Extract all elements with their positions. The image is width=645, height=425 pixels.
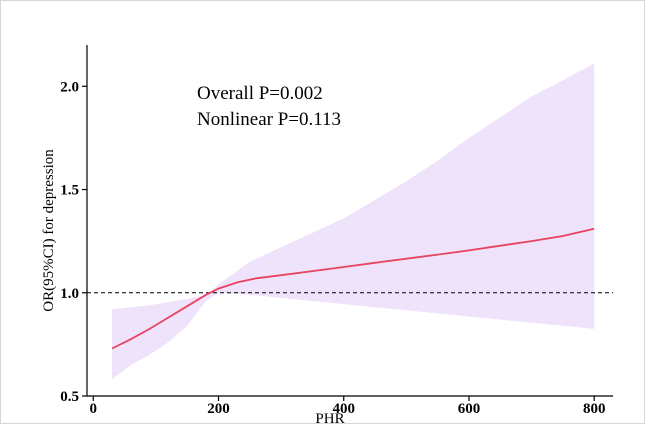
y-tick-label: 1.0 (60, 286, 79, 302)
chart-text: 0.5 1.0 1.5 2.0 0 200 400 600 800 PHR OR(95%CI) fo… (41, 79, 605, 425)
annotation-text: Overall P=0.002 (197, 83, 323, 104)
or-curve-layer (111, 227, 595, 350)
annotation-text: Nonlinear P=0.113 (197, 109, 341, 130)
or-curve (111, 227, 595, 350)
x-axis-title: PHR (315, 411, 344, 425)
x-tick-label: 0 (90, 401, 98, 417)
y-tick-label: 2.0 (60, 79, 79, 95)
x-tick-label: 400 (332, 401, 355, 417)
confidence-band-layer (112, 63, 595, 380)
axes (82, 45, 613, 401)
y-tick-label: 1.5 (60, 183, 79, 199)
confidence-band (112, 63, 595, 380)
y-tick-label: 0.5 (60, 389, 79, 405)
x-tick-label: 800 (583, 401, 606, 417)
x-tick-label: 600 (458, 401, 481, 417)
y-axis-title: OR(95%CI) for depression (41, 149, 57, 312)
x-tick-label: 200 (207, 401, 230, 417)
